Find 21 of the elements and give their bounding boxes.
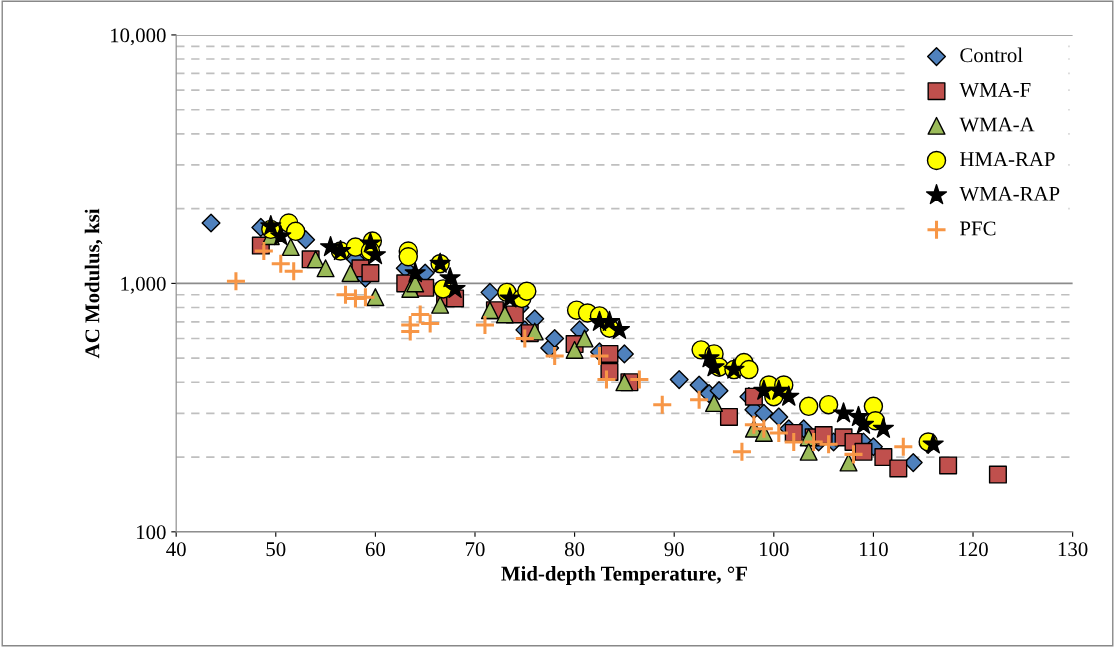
y-tick-label: 1,000 <box>121 276 166 294</box>
y-tick-label: 100 <box>137 525 166 540</box>
y-tick-label: 10,000 <box>110 28 166 46</box>
x-axis-title: Mid-depth Temperature, °F <box>501 566 747 585</box>
x-tick-label: 100 <box>760 542 789 557</box>
legend-label: HMA-RAP <box>960 152 1055 166</box>
x-tick-label: 110 <box>860 542 888 557</box>
legend-label: WMA-A <box>959 117 1035 132</box>
y-axis-title: AC Modulus, ksi <box>84 208 103 359</box>
legend-label: Control <box>960 47 1023 63</box>
x-tick-label: 120 <box>959 542 988 557</box>
x-tick-label: 80 <box>564 542 585 557</box>
x-tick-label: 90 <box>664 542 684 557</box>
x-tick-label: 40 <box>166 542 186 557</box>
x-tick-label: 60 <box>365 542 386 557</box>
legend-label: WMA-RAP <box>959 186 1060 201</box>
x-tick-label: 130 <box>1058 542 1088 557</box>
x-tick-label: 50 <box>266 542 286 557</box>
x-tick-label: 70 <box>465 542 485 557</box>
legend-label: PFC <box>960 221 996 236</box>
legend-label: WMA-F <box>959 82 1031 97</box>
